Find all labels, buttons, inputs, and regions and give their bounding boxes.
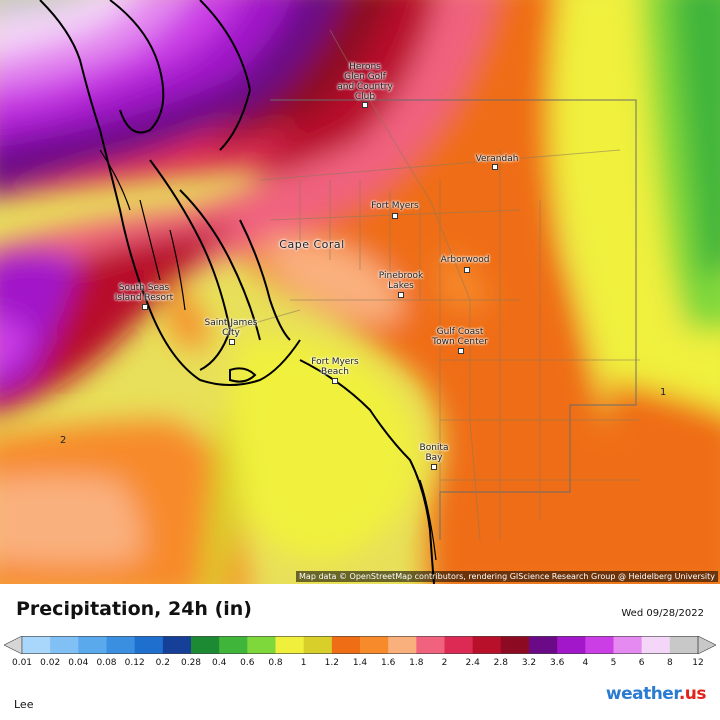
map-attribution: Map data © OpenStreetMap contributors, r… [296, 571, 718, 582]
forecast-date: Wed 09/28/2022 [621, 608, 704, 619]
color-swatch [106, 636, 136, 654]
place-label: Fort Myers Beach [311, 357, 359, 377]
scale-arrow-high [697, 636, 716, 654]
place-label: Saint James City [204, 318, 258, 338]
scale-tick-label: 0.12 [124, 658, 145, 668]
color-swatch [78, 636, 107, 654]
place-marker [458, 348, 464, 354]
contour-label: 1 [660, 387, 667, 398]
color-scale-bar [4, 636, 716, 654]
scale-tick-label: 1.2 [324, 658, 339, 668]
color-swatch [22, 636, 51, 654]
scale-tick-label: 0.4 [211, 658, 227, 668]
contour-label: 2 [60, 435, 67, 446]
color-swatch [360, 636, 389, 654]
scale-tick-label: 0.28 [180, 658, 202, 668]
scale-tick-label: 1 [300, 658, 307, 668]
legend-panel: Precipitation, 24h (in) Wed 09/28/2022 0… [0, 584, 720, 720]
color-swatch [219, 636, 248, 654]
scale-tick-label: 12 [692, 658, 704, 668]
scale-tick-label: 0.08 [96, 658, 117, 668]
scale-tick-label: 0.01 [11, 658, 33, 668]
scale-tick-label: 2.4 [465, 658, 480, 668]
scale-tick-label: 2 [441, 658, 448, 668]
color-swatch [500, 636, 530, 654]
place-label: Bonita Bay [419, 443, 449, 463]
color-swatch [444, 636, 474, 654]
scale-tick-label: 1.4 [352, 658, 368, 668]
color-scale-ticks: 0.01 0.02 0.04 0.08 0.12 0.2 0.28 0.4 0.6 0.8 1 1.2… [12, 658, 704, 672]
place-marker [492, 164, 498, 170]
scale-tick-label: 0.02 [40, 658, 61, 668]
place-marker [142, 304, 148, 310]
color-swatch [557, 636, 586, 654]
color-swatch [247, 636, 276, 654]
scale-tick-label: 6 [638, 658, 645, 668]
scale-tick-label: 8 [666, 658, 673, 668]
color-swatch [331, 636, 361, 654]
place-label: Cape Coral [279, 238, 345, 251]
scale-tick-label: 3.2 [521, 658, 537, 668]
place-label: Pinebrook Lakes [378, 271, 424, 291]
place-label: Herons Glen Golf and Country Club [337, 62, 393, 102]
brand-name: weather [605, 684, 679, 704]
scale-tick-label: 5 [610, 658, 617, 668]
place-marker [431, 464, 437, 470]
color-swatch [275, 636, 305, 654]
scale-tick-label: 0.6 [240, 658, 255, 668]
precipitation-field [0, 0, 720, 584]
place-marker [464, 267, 470, 273]
place-marker [398, 292, 404, 298]
scale-tick-label: 4 [582, 658, 589, 668]
place-label: Gulf Coast Town Center [432, 327, 488, 347]
scale-tick-label: 2.8 [493, 658, 508, 668]
legend-title: Precipitation, 24h (in) [16, 598, 252, 620]
color-swatch [50, 636, 79, 654]
color-swatch [669, 636, 699, 654]
color-swatch [162, 636, 192, 654]
color-swatch [472, 636, 502, 654]
color-swatch [613, 636, 643, 654]
weather-us-logo[interactable]: weather.us [605, 684, 707, 704]
color-swatch [134, 636, 164, 654]
brand-tld: .us [678, 684, 707, 704]
place-label: South Seas Island Resort [114, 283, 174, 303]
color-swatch [416, 636, 445, 654]
color-swatch [529, 636, 558, 654]
region-label: Lee [14, 698, 34, 711]
scale-tick-label: 0.04 [68, 658, 89, 668]
place-label: Verandah [475, 154, 519, 164]
color-swatch [303, 636, 333, 654]
color-swatch [641, 636, 671, 654]
scale-tick-label: 0.2 [155, 658, 170, 668]
place-marker [332, 378, 338, 384]
scale-tick-label: 0.8 [268, 658, 283, 668]
place-label: Fort Myers [371, 201, 419, 211]
scale-tick-label: 1.6 [380, 658, 396, 668]
scale-arrow-low [4, 636, 23, 654]
color-swatch [585, 636, 614, 654]
place-marker [392, 213, 398, 219]
precipitation-map[interactable]: Herons Glen Golf and Country Club Verand… [0, 0, 720, 584]
scale-tick-label: 1.8 [409, 658, 424, 668]
color-swatch [191, 636, 220, 654]
place-marker [362, 102, 368, 108]
scale-tick-label: 3.6 [549, 658, 565, 668]
place-marker [229, 339, 235, 345]
place-label: Arborwood [440, 255, 490, 265]
color-swatch [388, 636, 417, 654]
